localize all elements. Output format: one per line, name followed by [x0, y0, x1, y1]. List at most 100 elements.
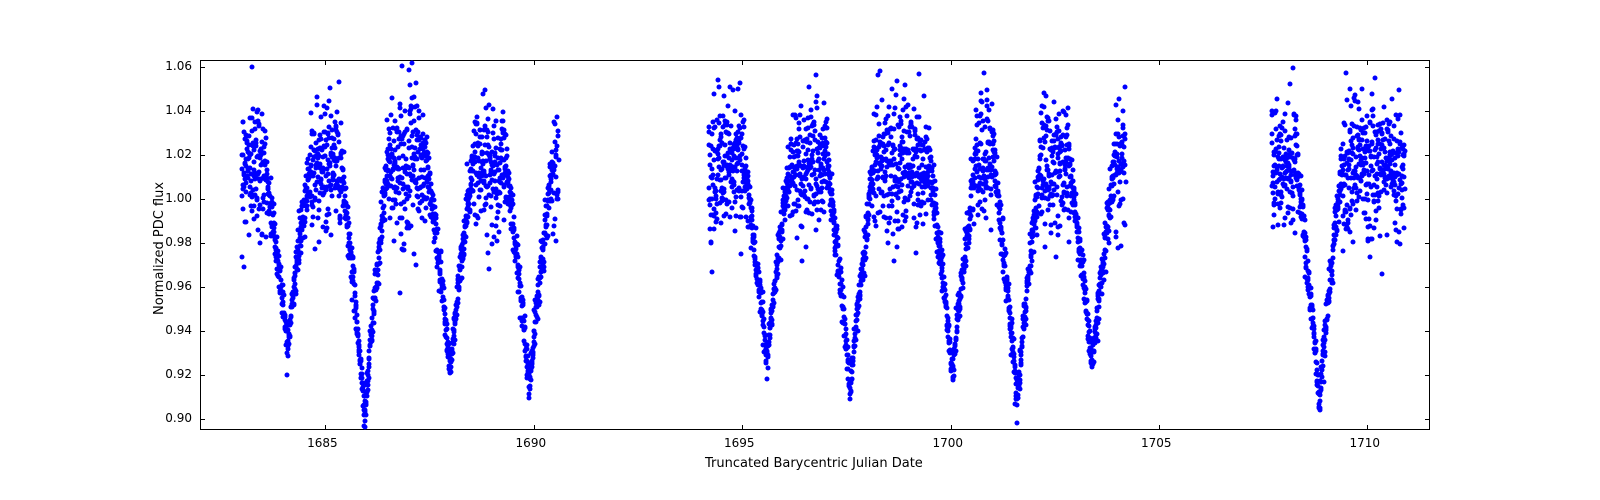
- data-point: [472, 202, 477, 207]
- data-point: [1095, 332, 1100, 337]
- data-point: [552, 224, 557, 229]
- data-point: [892, 156, 897, 161]
- data-point: [1398, 130, 1403, 135]
- data-point: [241, 207, 246, 212]
- data-point: [939, 247, 944, 252]
- data-point: [1329, 261, 1334, 266]
- data-point: [389, 96, 394, 101]
- data-point: [852, 344, 857, 349]
- data-point: [959, 295, 964, 300]
- data-point: [733, 200, 738, 205]
- data-point: [819, 185, 824, 190]
- data-point: [1002, 264, 1007, 269]
- data-point: [1275, 96, 1280, 101]
- data-point: [1344, 97, 1349, 102]
- data-point: [727, 215, 732, 220]
- data-point: [709, 240, 714, 245]
- data-point: [970, 207, 975, 212]
- data-point: [1402, 225, 1407, 230]
- data-point: [978, 90, 983, 95]
- data-point: [1121, 144, 1126, 149]
- data-point: [409, 60, 414, 65]
- data-point: [783, 217, 788, 222]
- data-point: [984, 180, 989, 185]
- data-point: [409, 224, 414, 229]
- data-point: [951, 374, 956, 379]
- data-point: [931, 162, 936, 167]
- data-point: [367, 349, 372, 354]
- data-point: [250, 65, 255, 70]
- data-point: [865, 237, 870, 242]
- data-point: [281, 292, 286, 297]
- plot-area: [200, 60, 1430, 430]
- data-point: [1058, 223, 1063, 228]
- data-point: [965, 246, 970, 251]
- data-point: [928, 148, 933, 153]
- data-point: [1096, 317, 1101, 322]
- data-point: [432, 204, 437, 209]
- data-point: [339, 156, 344, 161]
- data-point: [842, 306, 847, 311]
- data-point: [813, 100, 818, 105]
- data-point: [1028, 263, 1033, 268]
- x-tick-label: 1685: [307, 436, 338, 450]
- data-point: [347, 231, 352, 236]
- data-point: [392, 118, 397, 123]
- data-point: [1004, 274, 1009, 279]
- data-point: [521, 318, 526, 323]
- data-point: [754, 226, 759, 231]
- data-point: [444, 327, 449, 332]
- y-tick: [200, 287, 205, 288]
- data-point: [1001, 238, 1006, 243]
- data-point: [903, 208, 908, 213]
- data-point: [857, 304, 862, 309]
- data-point: [824, 116, 829, 121]
- data-point: [266, 180, 271, 185]
- data-point: [336, 139, 341, 144]
- x-tick: [534, 60, 535, 65]
- data-point: [1011, 337, 1016, 342]
- data-point: [359, 371, 364, 376]
- data-point: [771, 301, 776, 306]
- data-point: [286, 342, 291, 347]
- data-point: [987, 108, 992, 113]
- data-point: [913, 129, 918, 134]
- data-point: [462, 247, 467, 252]
- data-point: [1313, 339, 1318, 344]
- data-point: [1311, 316, 1316, 321]
- data-point: [709, 166, 714, 171]
- data-point: [380, 235, 385, 240]
- data-point: [298, 244, 303, 249]
- data-point: [330, 193, 335, 198]
- data-point: [303, 235, 308, 240]
- data-point: [1055, 185, 1060, 190]
- data-point: [1353, 93, 1358, 98]
- data-point: [1121, 170, 1126, 175]
- data-point: [495, 216, 500, 221]
- data-point: [1043, 140, 1048, 145]
- data-point: [1357, 106, 1362, 111]
- data-point: [944, 306, 949, 311]
- data-point: [985, 88, 990, 93]
- data-point: [280, 283, 285, 288]
- data-point: [555, 143, 560, 148]
- data-point: [1278, 205, 1283, 210]
- data-point: [915, 220, 920, 225]
- data-point: [1112, 181, 1117, 186]
- data-point: [1402, 187, 1407, 192]
- data-point: [487, 266, 492, 271]
- data-point: [1054, 117, 1059, 122]
- data-point: [1360, 87, 1365, 92]
- data-point: [943, 282, 948, 287]
- data-point: [830, 188, 835, 193]
- data-point: [1021, 335, 1026, 340]
- data-point: [1308, 285, 1313, 290]
- data-point: [951, 357, 956, 362]
- data-point: [388, 112, 393, 117]
- data-point: [1310, 307, 1315, 312]
- data-point: [1054, 254, 1059, 259]
- data-point: [1072, 200, 1077, 205]
- data-point: [774, 288, 779, 293]
- data-point: [1006, 298, 1011, 303]
- data-point: [358, 357, 363, 362]
